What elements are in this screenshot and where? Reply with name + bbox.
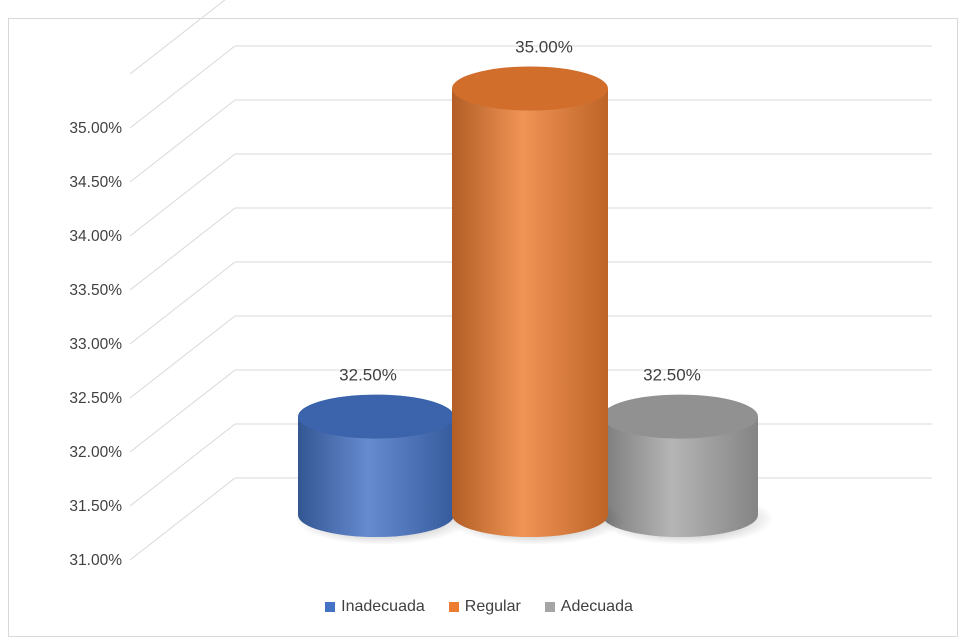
bar-body bbox=[298, 416, 454, 537]
data-labels-layer: 32.50% 32.50% 35.00% bbox=[339, 37, 701, 384]
gridline-diagonal bbox=[129, 477, 236, 561]
data-label-adecuada: 32.50% bbox=[643, 366, 701, 385]
legend: Inadecuada Regular Adecuada bbox=[0, 598, 958, 616]
legend-item-regular: Regular bbox=[448, 598, 521, 616]
data-label-inadecuada: 32.50% bbox=[339, 366, 397, 385]
data-label-regular: 35.00% bbox=[515, 37, 573, 56]
legend-swatch-adecuada bbox=[544, 602, 555, 612]
y-tick-label: 31.00% bbox=[69, 552, 122, 569]
bar-top-cap bbox=[602, 394, 758, 439]
y-tick-label: 33.00% bbox=[69, 336, 122, 353]
legend-label-regular: Regular bbox=[464, 598, 521, 615]
legend-swatch-regular bbox=[448, 602, 459, 612]
gridline-diagonal bbox=[129, 423, 236, 507]
bar-body bbox=[602, 416, 758, 537]
y-tick-label: 32.50% bbox=[69, 390, 122, 407]
legend-swatch-inadecuada bbox=[325, 602, 336, 612]
y-tick-label: 34.50% bbox=[69, 174, 122, 191]
gridline-diagonal bbox=[129, 207, 236, 291]
legend-item-adecuada: Adecuada bbox=[544, 598, 633, 616]
y-tick-label: 32.00% bbox=[69, 444, 122, 461]
bar-top-cap bbox=[298, 394, 454, 439]
y-tick-label: 34.00% bbox=[69, 228, 122, 245]
y-tick-label: 35.00% bbox=[69, 120, 122, 137]
bars-layer bbox=[294, 66, 774, 545]
bar-top-cap bbox=[452, 66, 608, 111]
gridline-diagonal bbox=[129, 315, 236, 399]
bar-inadecuada bbox=[294, 394, 470, 545]
legend-label-inadecuada: Inadecuada bbox=[341, 598, 425, 615]
y-axis-ticks: 31.00% 31.50% 32.00% 32.50% 33.00% 33.50% 34.0… bbox=[69, 120, 122, 569]
bar-regular bbox=[448, 66, 624, 545]
y-tick-label: 31.50% bbox=[69, 498, 122, 515]
gridline-diagonal bbox=[129, 153, 236, 237]
legend-label-adecuada: Adecuada bbox=[560, 598, 633, 615]
legend-item-inadecuada: Inadecuada bbox=[325, 598, 425, 616]
bar-body bbox=[452, 88, 608, 538]
gridline-diagonal bbox=[129, 45, 236, 129]
y-tick-label: 33.50% bbox=[69, 282, 122, 299]
gridline-diagonal bbox=[129, 261, 236, 345]
gridline-diagonal bbox=[129, 369, 236, 453]
gridline-diagonal bbox=[129, 0, 226, 75]
gridline-diagonal bbox=[129, 99, 236, 183]
bar-adecuada bbox=[598, 394, 774, 545]
